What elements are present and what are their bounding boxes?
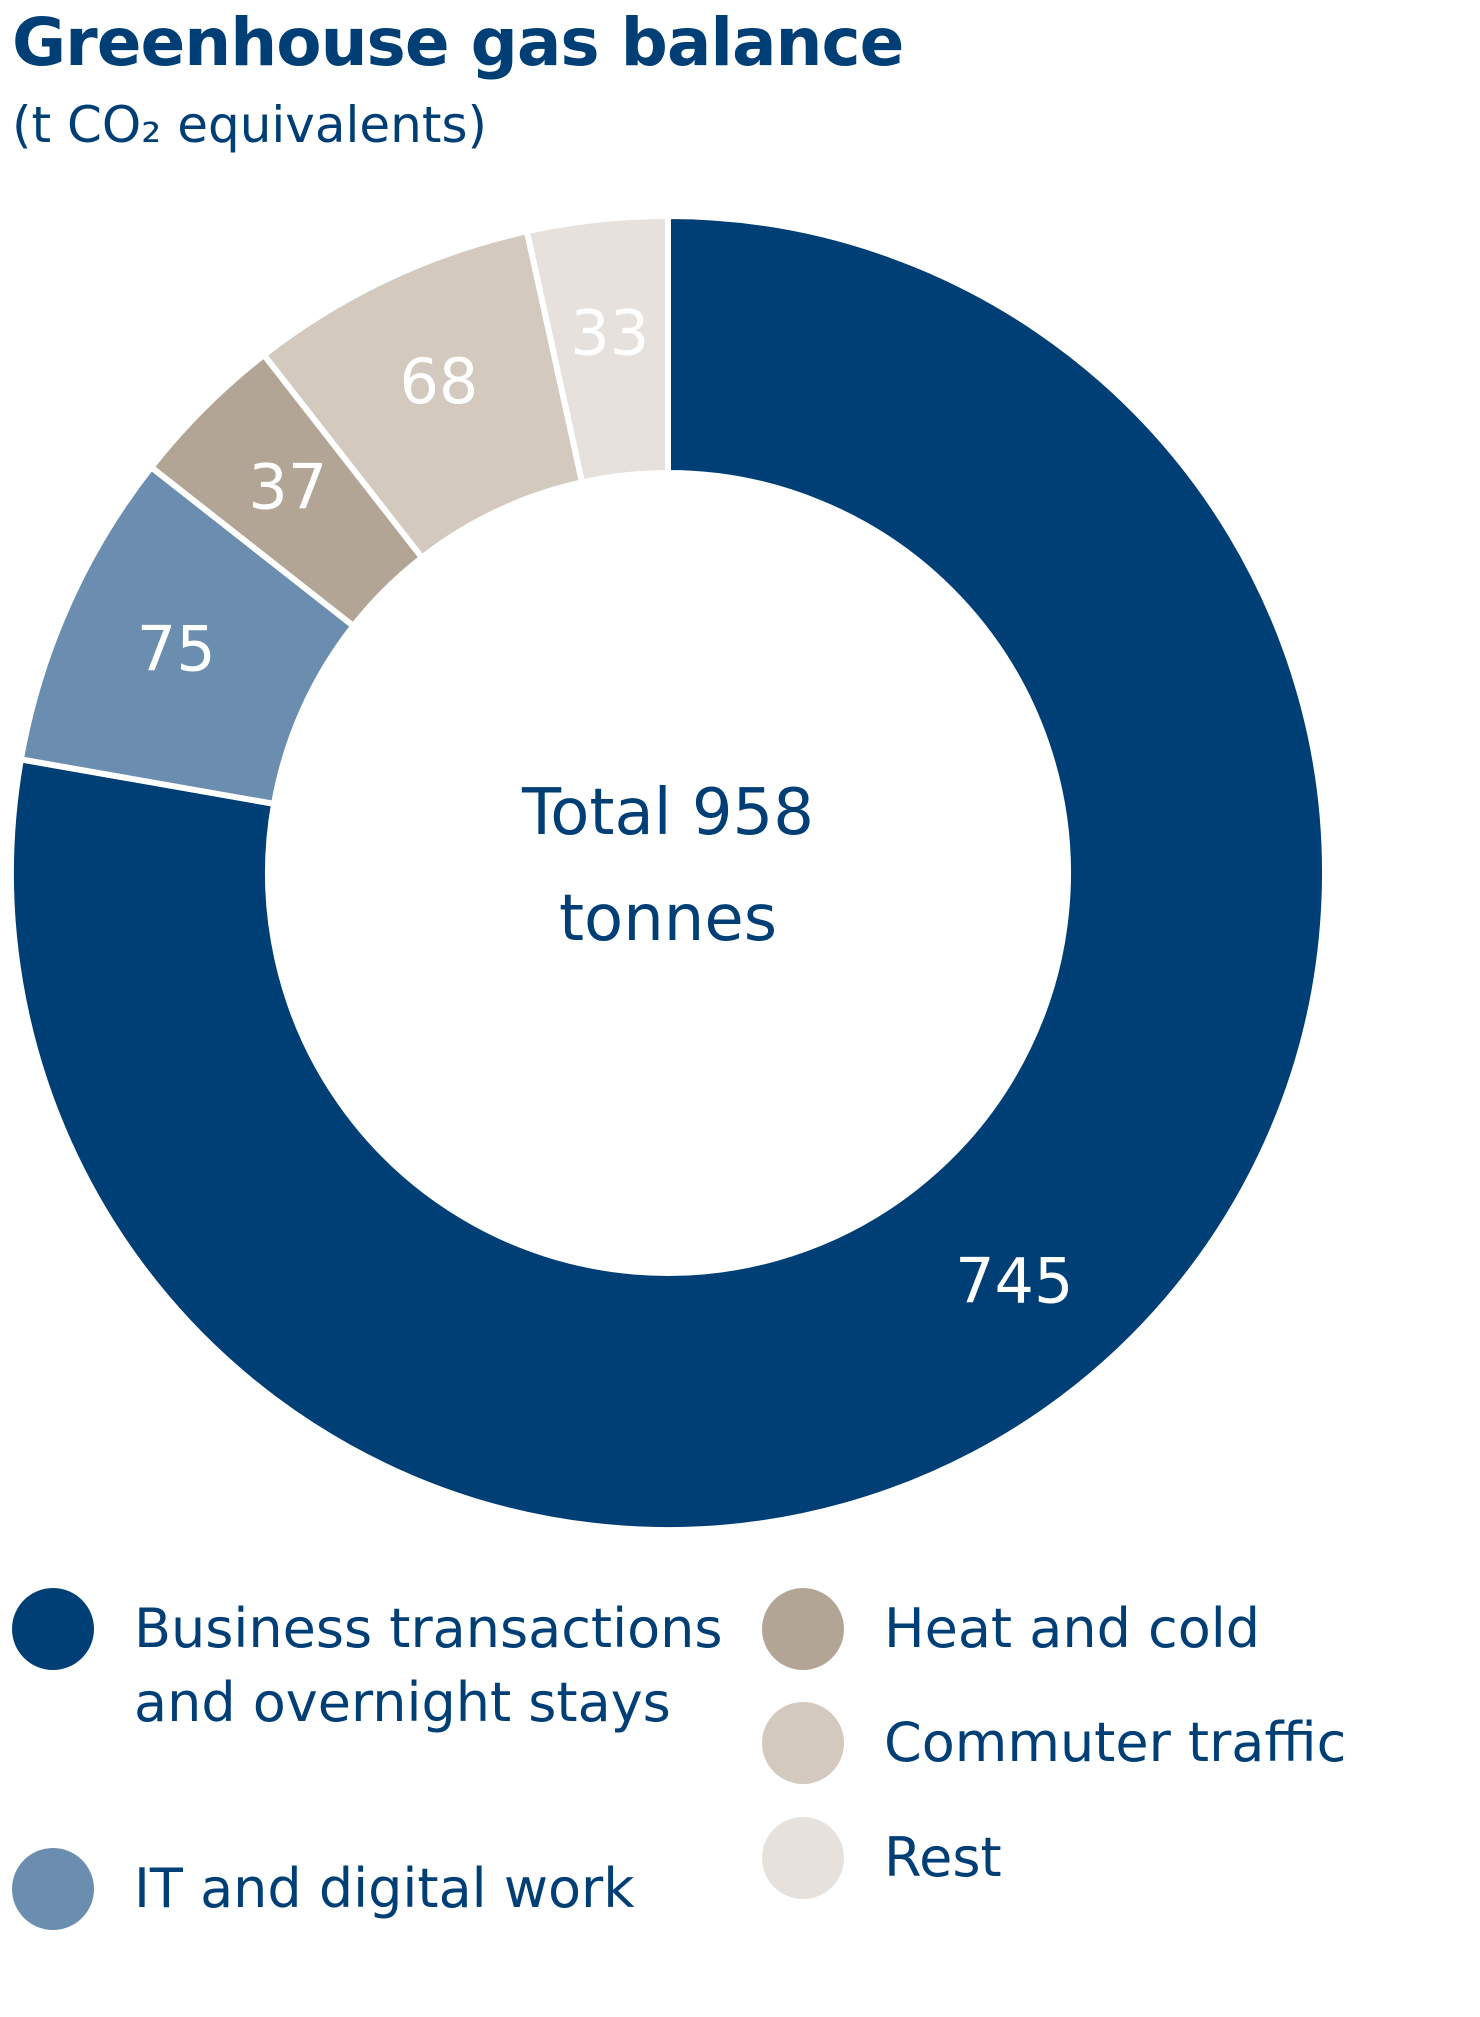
legend-item: Heat and cold bbox=[762, 1588, 1480, 1670]
chart-title: Greenhouse gas balance bbox=[12, 4, 904, 81]
data-label: 37 bbox=[248, 451, 327, 524]
legend-item: Business transactions and overnight stay… bbox=[12, 1588, 744, 1740]
legend-swatch bbox=[12, 1848, 94, 1930]
legend-item: Commuter traffic bbox=[762, 1702, 1480, 1784]
legend-swatch bbox=[12, 1588, 94, 1670]
donut-slice bbox=[8, 212, 1328, 1533]
donut-slice bbox=[523, 212, 671, 486]
legend-label: Rest bbox=[884, 1826, 1002, 1889]
legend-label: IT and digital work bbox=[134, 1857, 635, 1920]
legend-label: Commuter traffic bbox=[884, 1711, 1347, 1774]
legend-swatch bbox=[762, 1817, 844, 1899]
legend-swatch bbox=[762, 1588, 844, 1670]
legend-label: Business transactions and overnight stay… bbox=[134, 1597, 723, 1734]
legend-item: IT and digital work bbox=[12, 1848, 744, 1930]
chart-subtitle: (t CO₂ equivalents) bbox=[12, 96, 488, 154]
legend-label: Heat and cold bbox=[884, 1597, 1261, 1660]
center-label: Total 958 tonnes bbox=[522, 776, 814, 956]
data-label: 33 bbox=[570, 297, 649, 370]
legend-swatch bbox=[762, 1702, 844, 1784]
data-label: 745 bbox=[955, 1244, 1073, 1317]
data-label: 75 bbox=[137, 613, 216, 686]
legend-item: Rest bbox=[762, 1817, 1480, 1899]
donut: 745 75 37 68 33 bbox=[8, 212, 1328, 1533]
data-label: 68 bbox=[399, 345, 478, 418]
